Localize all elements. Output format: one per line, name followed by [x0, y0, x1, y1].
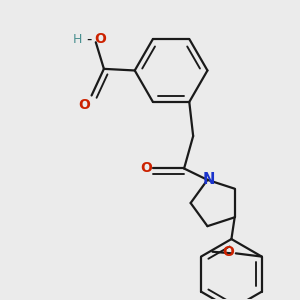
Text: O: O	[223, 245, 235, 259]
Text: O: O	[140, 161, 152, 176]
Text: -: -	[87, 32, 92, 46]
Text: O: O	[94, 32, 106, 46]
Text: N: N	[202, 172, 214, 188]
Text: H: H	[72, 33, 82, 46]
Text: O: O	[79, 98, 90, 112]
